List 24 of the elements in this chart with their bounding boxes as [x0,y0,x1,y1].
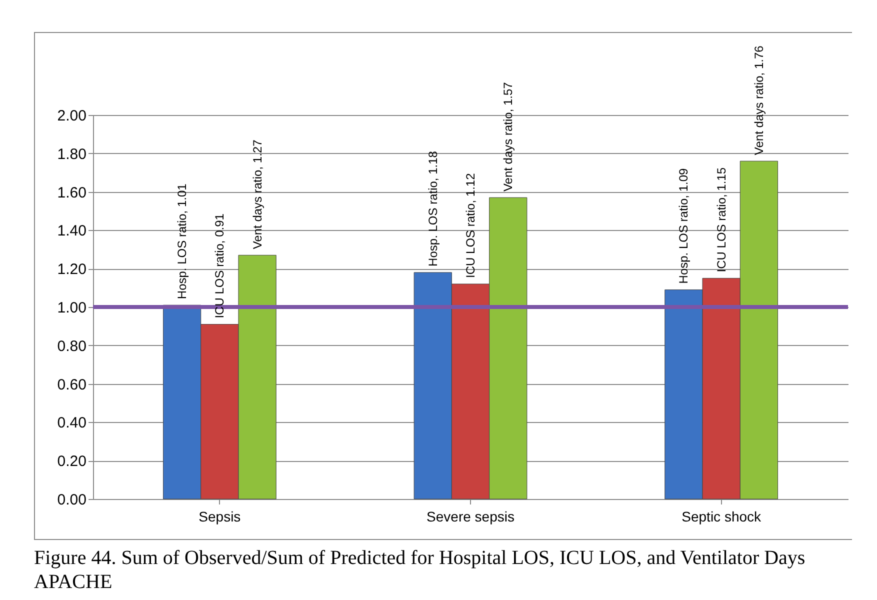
y-tick-label: 1.80 [57,146,86,163]
y-tick-label: 0.60 [57,376,86,394]
y-tick-label: 2.00 [57,108,86,124]
y-tick-label: 1.20 [57,261,86,278]
data-label: Vent days ratio, 1.27 [250,139,264,250]
y-tick-label: 1.00 [57,300,86,316]
caption: Figure 44. Sum of Observed/Sum of Predicted for Hospital LOS, ICU LOS, and Ventilator Days APACHE [34,546,806,594]
data-label: Vent days ratio, 1.76 [752,45,766,156]
data-label: Hosp. LOS ratio, 1.01 [175,183,190,300]
data-label: ICU LOS ratio, 0.91 [212,213,227,318]
y-tick-label: 0.80 [57,338,86,355]
y-tick-label: 1.60 [57,184,86,202]
data-label: Hosp. LOS ratio, 1.18 [426,150,440,266]
x-tick-label: Septic shock [682,508,762,524]
y-tick-label: 0.00 [57,492,86,508]
data-label: ICU LOS ratio, 1.15 [714,167,728,272]
data-label: ICU LOS ratio, 1.12 [464,172,478,278]
data-label: Vent days ratio, 1.57 [501,82,516,192]
x-tick-label: Sepsis [198,508,241,524]
y-tick-label: 0.20 [57,453,86,470]
y-tick-label: 1.40 [57,222,86,240]
y-tick-label: 0.40 [57,414,86,432]
x-tick-label: Severe sepsis [426,508,514,524]
data-label: Hosp. LOS ratio, 1.09 [676,168,691,284]
